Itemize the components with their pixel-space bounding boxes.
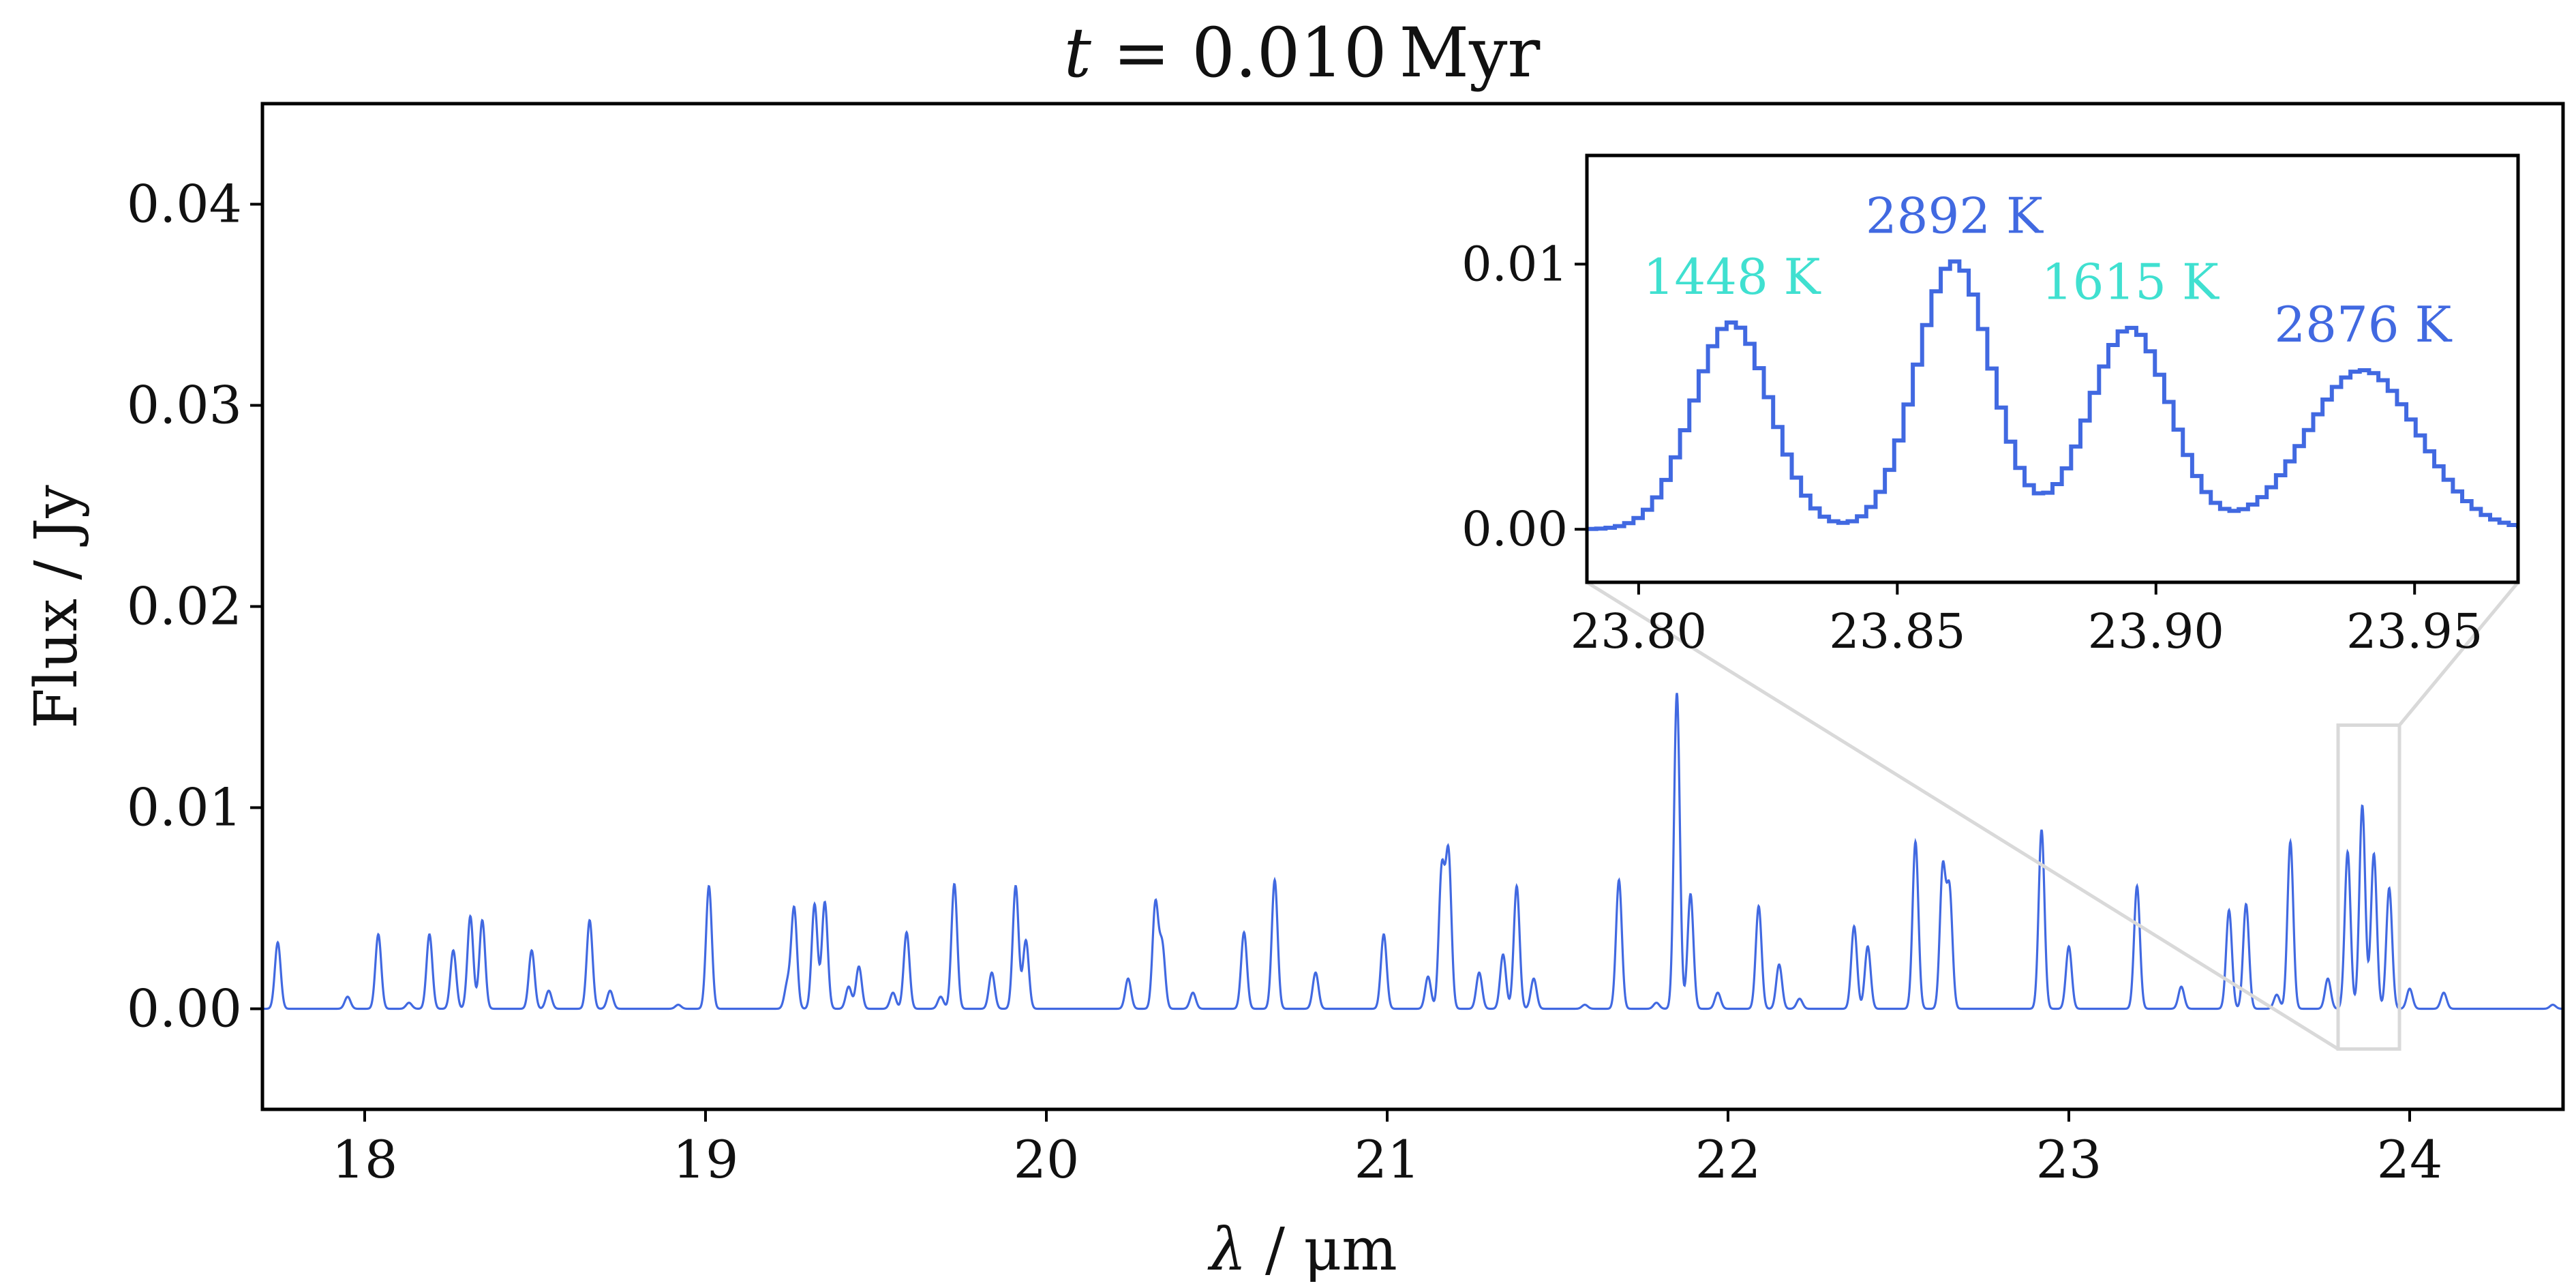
temperature-annotation: 1615 K: [2042, 254, 2219, 311]
inset-frame: [1585, 153, 2520, 584]
y-tick-label: 0.03: [127, 375, 242, 436]
x-tick-label: 22: [1695, 1129, 1761, 1190]
title-equals: =: [1091, 13, 1192, 93]
title-value: 0.010: [1192, 13, 1387, 93]
inset-spectrum-line: [1587, 259, 2518, 531]
x-tick-label: 21: [1354, 1129, 1421, 1190]
temperature-annotation: 2876 K: [2274, 296, 2452, 353]
chart-title: t = 0.010 Myr: [1064, 13, 1541, 93]
inset-x-tick-label: 23.90: [2088, 603, 2224, 659]
y-axis-label: Flux / Jy: [22, 485, 91, 729]
inset-plot: 23.80 23.85 23.90 23.95 0.00 0.01 1448 K 2892 K…: [1461, 153, 2520, 659]
x-tick-label: 23: [2036, 1129, 2102, 1190]
x-tick-label: 20: [1014, 1129, 1080, 1190]
title-variable: t: [1064, 13, 1092, 93]
x-axis-unit: μm: [1303, 1216, 1397, 1284]
zoom-region-box: [2336, 723, 2401, 1051]
x-axis-symbol: λ: [1207, 1216, 1247, 1284]
temperature-annotation: 2892 K: [1866, 188, 2044, 245]
x-axis-label: λ / μm: [1207, 1216, 1397, 1284]
zoom-connector-left: [1586, 580, 2339, 1051]
inset-y-tick-label: 0.00: [1461, 501, 1568, 557]
spectrum-line: [262, 693, 2563, 1010]
zoom-connector-right: [2398, 581, 2519, 727]
main-plot: 18 19 20 21 22 23 24 0.00 0.01 0.02 0.03 0.04: [127, 102, 2565, 1190]
x-axis-separator: /: [1247, 1216, 1304, 1284]
inset-x-tick-label: 23.80: [1571, 603, 1707, 659]
x-tick-label: 24: [2377, 1129, 2443, 1190]
inset-background: [1587, 155, 2518, 582]
x-tick-label: 19: [673, 1129, 739, 1190]
y-tick-label: 0.02: [127, 576, 242, 637]
temperature-annotation: 1448 K: [1643, 248, 1821, 305]
x-tick-label: 18: [332, 1129, 398, 1190]
inset-x-tick-label: 23.85: [1829, 603, 1965, 659]
y-tick-label: 0.04: [127, 174, 242, 235]
y-tick-label: 0.01: [127, 777, 242, 838]
y-tick-label: 0.00: [127, 978, 242, 1039]
inset-y-tick-label: 0.01: [1461, 236, 1568, 292]
title-unit: Myr: [1399, 13, 1541, 93]
inset-x-tick-label: 23.95: [2346, 603, 2483, 659]
